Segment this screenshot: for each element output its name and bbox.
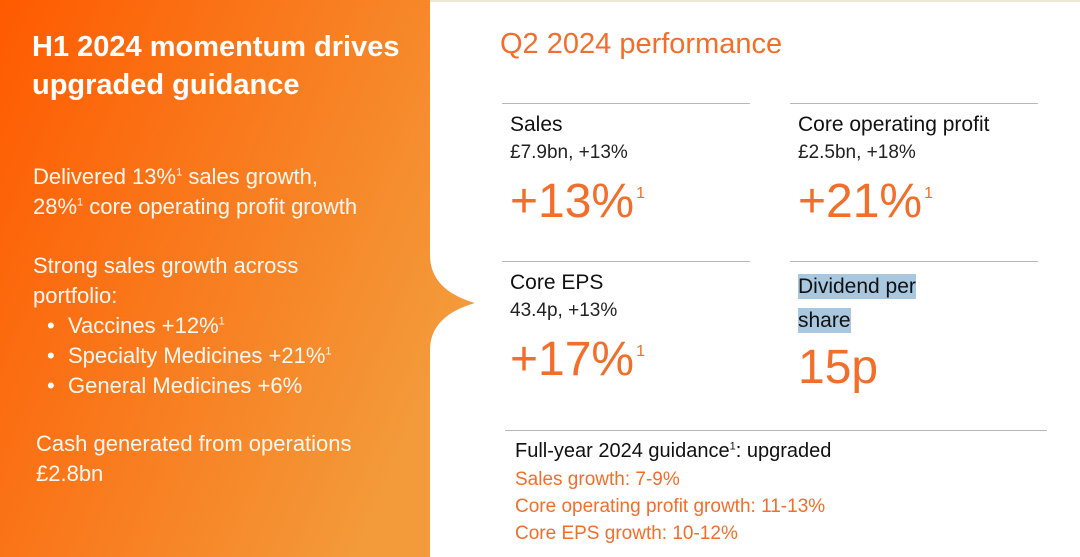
divider bbox=[790, 103, 1038, 104]
metric-sub: £7.9bn, +13% bbox=[510, 142, 628, 163]
guidance-line: Core EPS growth: 10-12% bbox=[515, 523, 738, 544]
portfolio-item-label: Vaccines +12% bbox=[68, 313, 219, 338]
footnote-mark: 1 bbox=[77, 196, 84, 209]
metric-value: +13% 1 bbox=[502, 174, 750, 230]
guidance-title: Full-year 2024 guidance1: upgraded bbox=[505, 436, 1047, 466]
top-edge-line bbox=[430, 0, 1080, 2]
guidance-line: Sales growth: 7-9% bbox=[515, 469, 680, 490]
delivered-line1-post: sales growth, bbox=[182, 164, 318, 189]
highlighted-text: share bbox=[798, 308, 851, 333]
delivered-line2-post: core operating profit growth bbox=[83, 194, 358, 219]
guidance-line: Core operating profit growth: 11-13% bbox=[515, 496, 826, 517]
footnote-mark: 1 bbox=[176, 166, 183, 179]
metric-sub: £2.5bn, +18% bbox=[798, 142, 916, 163]
footnote-mark: 1 bbox=[325, 345, 332, 358]
portfolio-item-label: General Medicines +6% bbox=[68, 373, 303, 398]
list-item: General Medicines +6% bbox=[33, 371, 343, 401]
metric-label: Core operating profit bbox=[798, 113, 990, 136]
list-item: Vaccines +12%1 bbox=[33, 311, 343, 341]
delivered-growth-text: Delivered 13%1 sales growth, 28%1 core o… bbox=[33, 162, 357, 222]
footnote-mark: 1 bbox=[636, 185, 646, 202]
portfolio-text: Strong sales growth across portfolio: Va… bbox=[33, 251, 343, 401]
footnote-mark: 1 bbox=[218, 315, 225, 328]
metric-value-text: +17% bbox=[510, 333, 635, 386]
metric-value: 15p bbox=[798, 341, 879, 394]
portfolio-item-label: Specialty Medicines +21% bbox=[68, 343, 326, 368]
metric-core-operating-profit: Core operating profit £2.5bn, +18% +21% 1 bbox=[790, 103, 1038, 230]
list-item: Specialty Medicines +21%1 bbox=[33, 341, 343, 371]
metric-core-eps: Core EPS 43.4p, +13% +17% 1 bbox=[502, 261, 750, 388]
cash-text: Cash generated from operations £2.8bn bbox=[36, 429, 352, 489]
metric-label: share bbox=[790, 304, 1038, 338]
left-orange-panel: H1 2024 momentum drives upgraded guidanc… bbox=[0, 0, 480, 557]
metric-sales: Sales £7.9bn, +13% +13% 1 bbox=[502, 103, 750, 230]
cash-line1: Cash generated from operations bbox=[36, 431, 352, 456]
metric-value: +17% 1 bbox=[502, 332, 750, 388]
metric-label: Dividend per bbox=[790, 270, 1038, 304]
divider bbox=[505, 430, 1047, 431]
guidance-title-pre: Full-year 2024 guidance bbox=[515, 440, 730, 462]
portfolio-list: Vaccines +12%1 Specialty Medicines +21%1… bbox=[33, 311, 343, 401]
left-content: H1 2024 momentum drives upgraded guidanc… bbox=[0, 0, 430, 557]
footnote-mark: 1 bbox=[729, 440, 736, 453]
metric-dividend-per-share: Dividend per share 15p bbox=[790, 261, 1038, 396]
footnote-mark: 1 bbox=[636, 343, 646, 360]
panel-background-shape bbox=[0, 0, 475, 557]
footnote-mark: 1 bbox=[924, 185, 934, 202]
cash-line2: £2.8bn bbox=[36, 461, 104, 486]
delivered-line1-pre: Delivered 13% bbox=[33, 164, 177, 189]
metric-label: Sales bbox=[510, 113, 563, 136]
guidance-title-post: : upgraded bbox=[735, 440, 832, 462]
metric-value: +21% 1 bbox=[790, 174, 1038, 230]
right-title: Q2 2024 performance bbox=[500, 28, 783, 60]
highlighted-text: Dividend per bbox=[798, 274, 916, 299]
metric-value-text: +13% bbox=[510, 175, 635, 228]
guidance-section: Full-year 2024 guidance1: upgraded Sales… bbox=[505, 430, 1047, 547]
divider bbox=[502, 103, 750, 104]
portfolio-intro: Strong sales growth across portfolio: bbox=[33, 253, 299, 308]
delivered-line2-pre: 28% bbox=[33, 194, 78, 219]
left-title: H1 2024 momentum drives upgraded guidanc… bbox=[32, 31, 400, 101]
divider bbox=[790, 261, 1038, 262]
metric-sub: 43.4p, +13% bbox=[510, 300, 618, 321]
divider bbox=[502, 261, 750, 262]
metric-label: Core EPS bbox=[510, 271, 604, 294]
metric-value-text: +21% bbox=[798, 175, 923, 228]
